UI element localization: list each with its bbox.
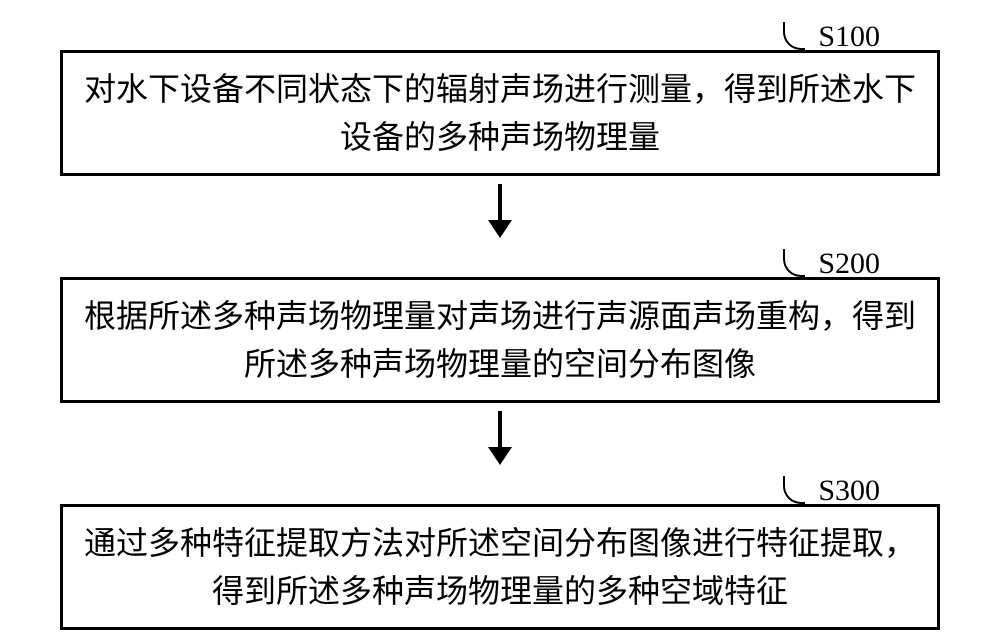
arrow-container-1 [498, 184, 502, 239]
step-box-s300: 通过多种特征提取方法对所述空间分布图像进行特征提取，得到所述多种声场物理量的多种… [60, 504, 940, 630]
step-box-s200: 根据所述多种声场物理量对声场进行声源面声场重构，得到所述多种声场物理量的空间分布… [60, 277, 940, 403]
label-connector [783, 476, 805, 504]
label-connector [783, 249, 805, 277]
flowchart-container: S100 对水下设备不同状态下的辐射声场进行测量，得到所述水下设备的多种声场物理… [40, 20, 960, 630]
step-label-s300: S300 [818, 474, 880, 508]
arrow-container-2 [498, 411, 502, 466]
arrow-icon [498, 184, 502, 224]
step-wrapper-2: S200 根据所述多种声场物理量对声场进行声源面声场重构，得到所述多种声场物理量… [40, 277, 960, 403]
step-label-s200: S200 [818, 247, 880, 281]
arrow-icon [498, 411, 502, 451]
step-wrapper-3: S300 通过多种特征提取方法对所述空间分布图像进行特征提取，得到所述多种声场物… [40, 504, 960, 630]
step-wrapper-1: S100 对水下设备不同状态下的辐射声场进行测量，得到所述水下设备的多种声场物理… [40, 50, 960, 176]
step-box-s100: 对水下设备不同状态下的辐射声场进行测量，得到所述水下设备的多种声场物理量 [60, 50, 940, 176]
step-label-s100: S100 [818, 20, 880, 54]
label-connector [783, 22, 805, 50]
